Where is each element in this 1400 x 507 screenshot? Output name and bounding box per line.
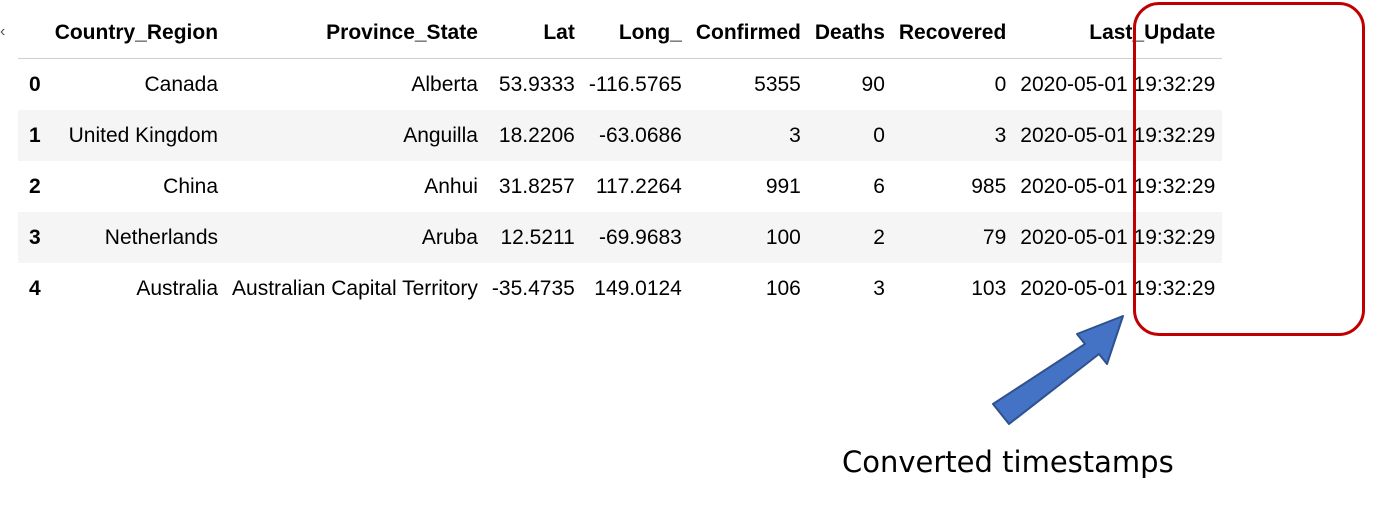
header-province-state: Province_State [225, 8, 485, 59]
header-index [18, 8, 48, 59]
cell-last-update: 2020-05-01 19:32:29 [1020, 123, 1216, 147]
cell-lat: -35.4735 [491, 276, 575, 300]
table-row: 3 Netherlands Aruba 12.5211 -69.9683 100… [18, 212, 1223, 263]
cell-recovered: 3 [994, 123, 1007, 147]
cell-last-update: 2020-05-01 19:32:29 [1020, 72, 1216, 96]
annotation-caption: Converted timestamps [842, 445, 1174, 479]
cell-deaths: 6 [873, 174, 885, 198]
row-index: 3 [29, 225, 41, 249]
dataframe-table: Country_Region Province_State Lat Long_ … [18, 8, 1223, 314]
cell-province-state: Anguilla [403, 123, 478, 147]
cell-province-state: Aruba [421, 225, 478, 249]
cell-last-update: 2020-05-01 19:32:29 [1020, 174, 1216, 198]
cell-long: -63.0686 [598, 123, 682, 147]
truncated-edge-mark: ‹ [0, 23, 6, 40]
cell-lat: 53.9333 [498, 72, 575, 96]
cell-deaths: 90 [861, 72, 885, 96]
cell-country-region: China [163, 174, 219, 198]
row-index: 0 [29, 72, 41, 96]
row-index: 2 [29, 174, 41, 198]
table-row: 4 Australia Australian Capital Territory… [18, 263, 1222, 314]
cell-country-region: Netherlands [104, 225, 219, 249]
cell-long: 149.0124 [594, 276, 682, 300]
cell-province-state: Australian Capital Territory [232, 276, 478, 300]
cell-country-region: Australia [136, 276, 219, 300]
table-row: 1 United Kingdom Anguilla 18.2206 -63.06… [18, 110, 1223, 161]
table-row: 2 China Anhui 31.8257 117.2264 991 6 985… [18, 161, 1222, 212]
cell-last-update: 2020-05-01 19:32:29 [1020, 276, 1216, 300]
cell-lat: 31.8257 [498, 174, 575, 198]
cell-deaths: 0 [873, 123, 885, 147]
header-country-region: Country_Region [47, 8, 226, 59]
cell-long: -69.9683 [598, 225, 682, 249]
cell-confirmed: 5355 [754, 72, 801, 96]
cell-deaths: 2 [873, 225, 885, 249]
annotation-arrow [992, 315, 1124, 425]
header-deaths: Deaths [807, 8, 892, 59]
header-last-update: Last_Update [1013, 8, 1223, 59]
cell-confirmed: 991 [765, 174, 801, 198]
cell-confirmed: 3 [789, 123, 801, 147]
cell-long: 117.2264 [595, 174, 682, 198]
cell-recovered: 103 [971, 276, 1007, 300]
row-index: 1 [29, 123, 41, 147]
cell-country-region: United Kingdom [68, 123, 219, 147]
cell-confirmed: 100 [765, 225, 801, 249]
table-row: 0 Canada Alberta 53.9333 -116.5765 5355 … [18, 59, 1222, 111]
cell-recovered: 0 [994, 72, 1007, 96]
cell-lat: 18.2206 [498, 123, 575, 147]
table-header-row: Country_Region Province_State Lat Long_ … [18, 8, 1223, 59]
cell-long: -116.5765 [588, 72, 682, 96]
cell-province-state: Alberta [411, 72, 478, 96]
cell-confirmed: 106 [765, 276, 801, 300]
header-confirmed: Confirmed [688, 8, 808, 59]
header-recovered: Recovered [891, 8, 1014, 59]
header-long: Long_ [581, 8, 689, 59]
cell-province-state: Anhui [424, 174, 478, 198]
row-index: 4 [29, 276, 41, 300]
cell-last-update: 2020-05-01 19:32:29 [1020, 225, 1216, 249]
header-lat: Lat [484, 8, 582, 59]
cell-country-region: Canada [144, 72, 219, 96]
cell-deaths: 3 [873, 276, 885, 300]
cell-recovered: 985 [971, 174, 1007, 198]
cell-lat: 12.5211 [500, 225, 575, 249]
cell-recovered: 79 [982, 225, 1007, 249]
arrow-up-right-icon [992, 315, 1124, 425]
